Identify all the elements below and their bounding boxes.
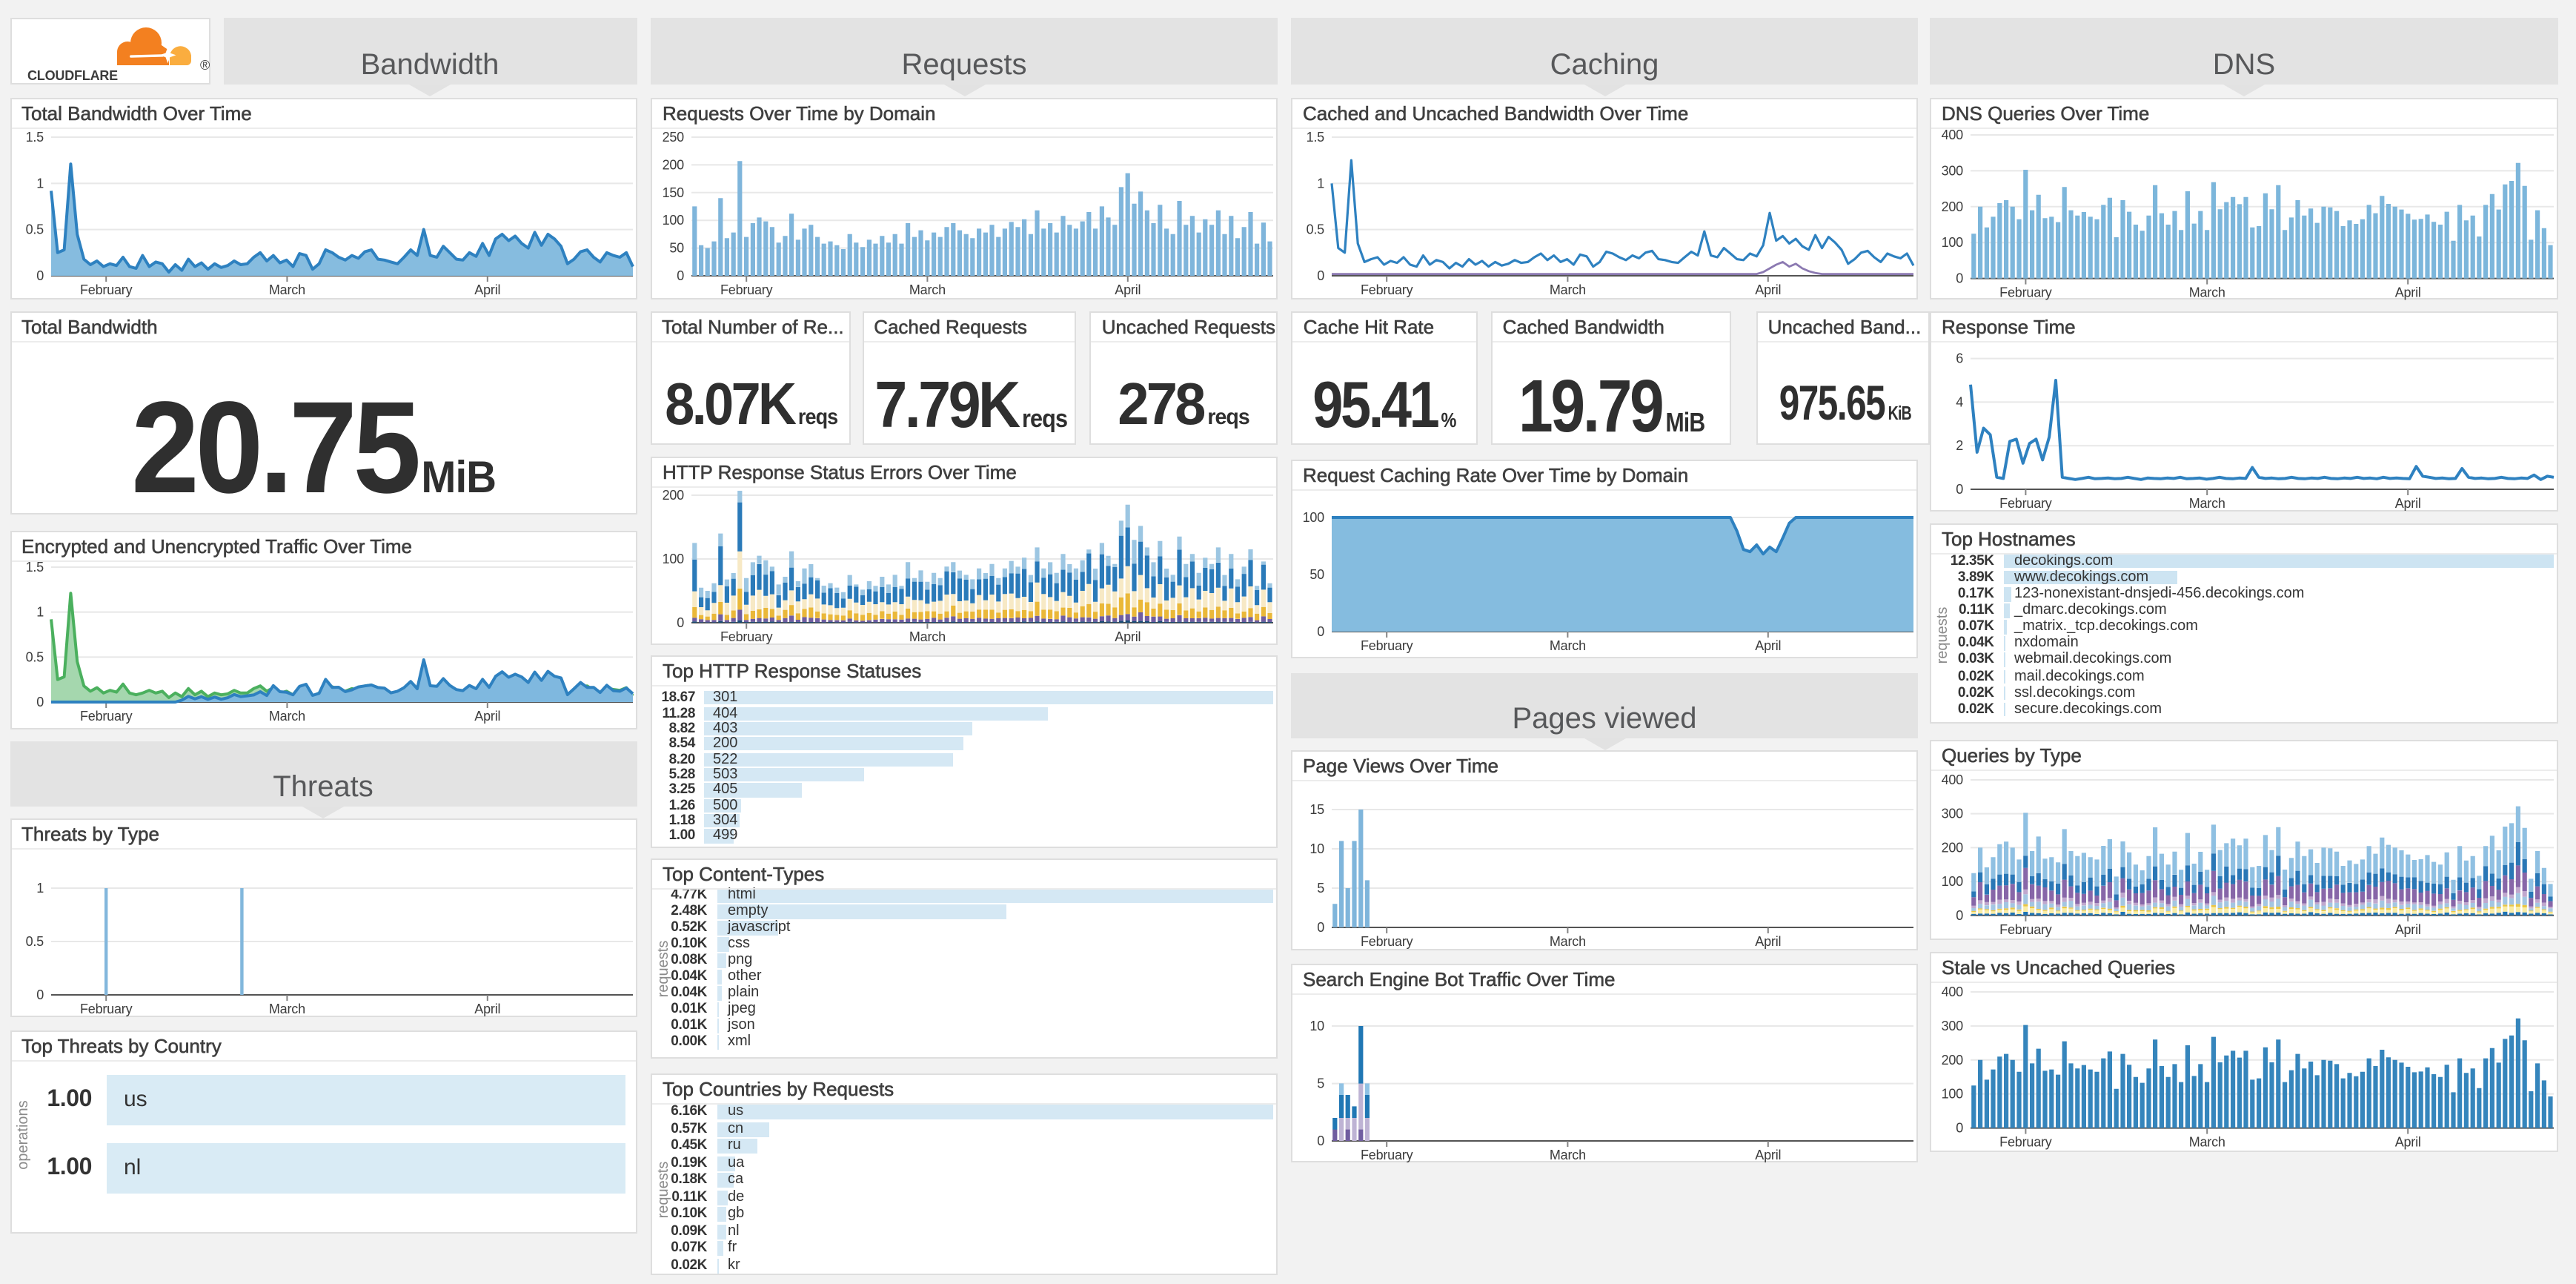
svg-text:150: 150 (663, 185, 685, 199)
svg-text:0.5: 0.5 (1307, 222, 1325, 236)
svg-text:March: March (2189, 921, 2225, 936)
svg-text:February: February (1999, 921, 2052, 936)
svg-text:2: 2 (1956, 437, 1963, 452)
svg-text:February: February (79, 708, 132, 723)
svg-text:April: April (1115, 282, 1141, 297)
svg-text:1.5: 1.5 (25, 559, 44, 574)
svg-text:April: April (2395, 921, 2421, 936)
svg-text:15: 15 (1309, 802, 1324, 817)
svg-text:0: 0 (36, 694, 43, 709)
svg-text:February: February (720, 629, 773, 644)
svg-text:April: April (474, 1001, 499, 1016)
svg-text:April: April (2395, 285, 2421, 300)
svg-text:1.5: 1.5 (1307, 129, 1325, 144)
svg-text:April: April (2395, 495, 2421, 510)
svg-text:March: March (268, 708, 305, 723)
svg-text:200: 200 (1942, 1052, 1964, 1067)
svg-text:4: 4 (1956, 394, 1963, 408)
svg-text:250: 250 (663, 129, 685, 144)
svg-text:0.5: 0.5 (25, 649, 44, 663)
svg-text:300: 300 (1942, 1018, 1964, 1033)
svg-text:6: 6 (1956, 351, 1963, 365)
svg-text:February: February (79, 1001, 132, 1016)
svg-text:1: 1 (1317, 175, 1324, 190)
svg-text:200: 200 (1942, 199, 1964, 214)
svg-text:5: 5 (1317, 881, 1324, 896)
svg-text:March: March (909, 282, 946, 297)
svg-text:March: March (1550, 934, 1586, 949)
svg-text:February: February (1999, 285, 2052, 300)
svg-text:April: April (2395, 1134, 2421, 1149)
svg-text:300: 300 (1942, 806, 1964, 821)
svg-text:February: February (79, 282, 132, 297)
svg-text:February: February (1361, 638, 1413, 653)
svg-text:0: 0 (1956, 907, 1963, 922)
svg-text:300: 300 (1942, 162, 1964, 177)
svg-text:March: March (2189, 285, 2225, 300)
svg-text:100: 100 (663, 212, 685, 227)
svg-text:50: 50 (669, 240, 684, 255)
svg-text:1: 1 (36, 880, 43, 895)
svg-text:April: April (1115, 629, 1141, 644)
svg-text:0: 0 (677, 615, 684, 630)
svg-text:0: 0 (677, 268, 684, 282)
svg-text:April: April (1755, 1147, 1781, 1162)
svg-text:200: 200 (663, 156, 685, 171)
svg-text:400: 400 (1942, 772, 1964, 787)
svg-text:April: April (1755, 638, 1781, 653)
svg-text:March: March (1550, 1147, 1586, 1162)
svg-text:March: March (2189, 495, 2225, 510)
svg-text:April: April (1755, 934, 1781, 949)
svg-text:0: 0 (1956, 481, 1963, 496)
svg-text:100: 100 (1942, 873, 1964, 888)
svg-text:0: 0 (1317, 268, 1324, 282)
svg-text:March: March (268, 282, 305, 297)
svg-text:March: March (1550, 638, 1586, 653)
svg-text:February: February (1361, 1147, 1413, 1162)
svg-text:100: 100 (1303, 510, 1325, 525)
svg-text:April: April (474, 708, 499, 723)
svg-text:March: March (909, 629, 946, 644)
svg-text:March: March (1550, 282, 1586, 297)
svg-text:5: 5 (1317, 1076, 1324, 1091)
svg-text:100: 100 (663, 552, 685, 566)
svg-text:200: 200 (1942, 839, 1964, 854)
svg-text:CLOUDFLARE: CLOUDFLARE (27, 67, 117, 82)
svg-text:10: 10 (1309, 1018, 1324, 1033)
svg-text:100: 100 (1942, 234, 1964, 249)
svg-text:0.5: 0.5 (25, 933, 44, 948)
svg-text:0: 0 (1956, 1120, 1963, 1135)
svg-text:400: 400 (1942, 984, 1964, 999)
svg-text:0: 0 (1317, 920, 1324, 935)
svg-text:0: 0 (1956, 271, 1963, 285)
svg-text:April: April (474, 282, 499, 297)
svg-text:0: 0 (36, 987, 43, 1002)
svg-text:0: 0 (1317, 1133, 1324, 1148)
svg-text:50: 50 (1309, 567, 1324, 582)
svg-text:February: February (1361, 934, 1413, 949)
svg-text:1: 1 (36, 604, 43, 619)
svg-text:1: 1 (36, 175, 43, 190)
svg-text:April: April (1755, 282, 1781, 297)
svg-text:10: 10 (1309, 841, 1324, 856)
svg-text:0.5: 0.5 (25, 222, 44, 236)
svg-text:February: February (720, 282, 773, 297)
svg-text:400: 400 (1942, 127, 1964, 142)
svg-text:0: 0 (1317, 624, 1324, 639)
svg-text:1.5: 1.5 (25, 129, 44, 144)
svg-text:100: 100 (1942, 1086, 1964, 1101)
svg-text:February: February (1999, 495, 2052, 510)
svg-text:0: 0 (36, 268, 43, 282)
svg-text:February: February (1361, 282, 1413, 297)
svg-text:®: ® (199, 57, 209, 72)
svg-text:February: February (1999, 1134, 2052, 1149)
svg-text:200: 200 (663, 488, 685, 503)
svg-text:March: March (268, 1001, 305, 1016)
svg-text:March: March (2189, 1134, 2225, 1149)
